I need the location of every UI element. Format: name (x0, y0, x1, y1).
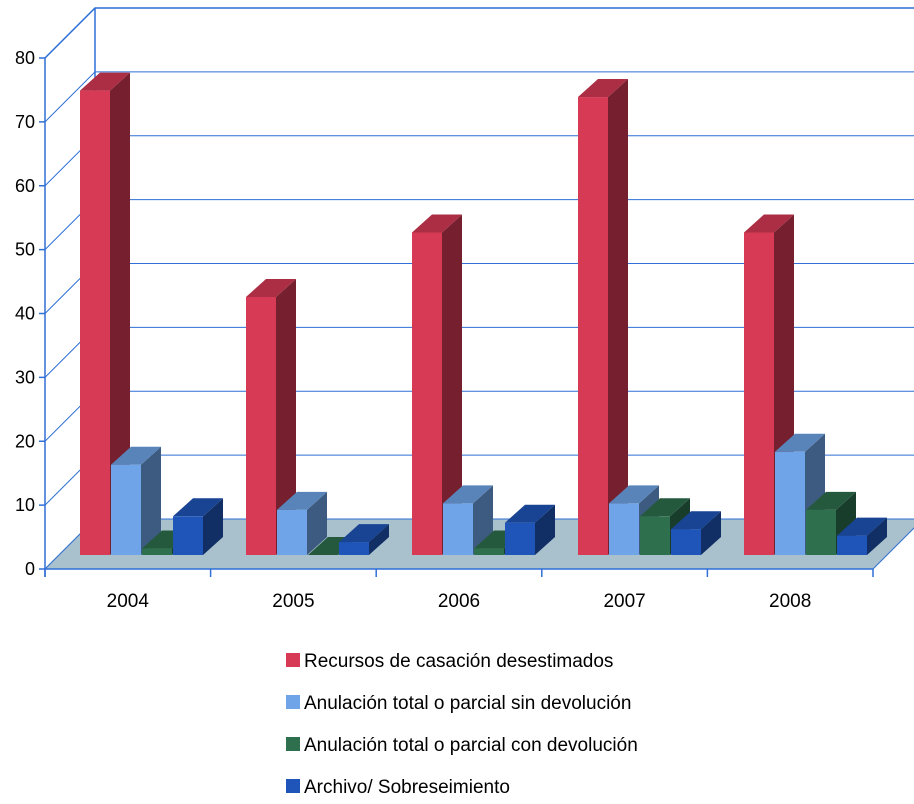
chart-tick-labels: 0 10 20 30 40 50 60 70 80 2004 2005 2006 2007 2008 (15, 48, 811, 612)
legend-swatch (286, 737, 300, 751)
bar-top-face (609, 485, 659, 504)
bar-front-face (609, 503, 639, 555)
bar-front-face (640, 516, 670, 555)
bar (277, 491, 327, 555)
bar-top-face (246, 279, 296, 297)
bar-front-face (505, 522, 535, 555)
legend-item: Anulación total o parcial con devolución (286, 735, 638, 756)
y-tick-label: 80 (15, 48, 35, 68)
x-tick-label: 2008 (769, 591, 811, 612)
bar-side-face (141, 446, 161, 555)
bar-front-face (111, 464, 141, 555)
legend-item: Recursos de casación desestimados (286, 651, 613, 672)
bar (246, 279, 296, 555)
legend-swatch (286, 695, 300, 709)
bar-side-face (867, 517, 887, 555)
bar-front-face (443, 503, 473, 555)
bar-side-face (307, 491, 327, 555)
bar-front-face (744, 232, 774, 555)
legend-item: Archivo/ Sobreseimiento (286, 777, 510, 798)
bar-top-face (806, 491, 856, 510)
bar-front-face (775, 451, 805, 555)
bar-top-face (339, 524, 389, 543)
legend-label: Recursos de casación desestimados (304, 651, 613, 672)
bar-front-face (277, 509, 307, 555)
bar-top-face (671, 511, 721, 530)
y-tick-label: 50 (15, 240, 35, 260)
x-tick-label: 2004 (107, 591, 150, 612)
bar-top-face (80, 72, 130, 91)
bar-side-face (701, 511, 721, 555)
x-tick-label: 2007 (603, 591, 645, 612)
chart-bars (80, 72, 887, 556)
x-tick-label: 2006 (438, 591, 480, 612)
y-tick-label: 60 (15, 176, 35, 196)
legend-item: Anulación total o parcial sin devolución (286, 693, 631, 714)
bar-top-face (505, 504, 555, 523)
back-wall-top-edge (44, 7, 914, 59)
bar (339, 524, 389, 555)
bar-top-face (640, 498, 690, 517)
legend-label: Archivo/ Sobreseimiento (304, 777, 510, 798)
bar-front-face (80, 90, 110, 555)
bar-front-face (339, 542, 369, 555)
bar-top-face (744, 214, 794, 233)
y-tick-label: 70 (15, 112, 35, 132)
x-tick-label: 2005 (272, 591, 314, 612)
bar-top-face (412, 214, 462, 233)
bar-front-face (246, 297, 276, 555)
bar-front-face (806, 509, 836, 555)
bar-side-face (369, 524, 389, 555)
legend-swatch (286, 779, 300, 793)
y-tick-label: 10 (15, 495, 35, 515)
bar-front-face (142, 548, 172, 555)
y-tick-label: 40 (15, 304, 35, 324)
chart-axes (39, 57, 874, 577)
gridline (44, 71, 914, 123)
bar-top-face (775, 433, 825, 452)
y-tick-label: 0 (25, 559, 35, 579)
bar (837, 517, 887, 555)
bar (111, 446, 161, 555)
bar-top-face (277, 491, 327, 510)
bar-side-face (442, 214, 462, 555)
bar (80, 72, 130, 555)
bar-side-face (535, 504, 555, 555)
bar-front-face (173, 516, 203, 555)
bar-side-face (276, 279, 296, 555)
chart-legend: Recursos de casación desestimados Anulaci… (286, 651, 638, 798)
bar (578, 79, 628, 556)
gridline (44, 7, 914, 59)
bar-top-face (443, 485, 493, 504)
y-tick-label: 20 (15, 431, 35, 451)
bar-top-face (837, 517, 887, 536)
bar-front-face (474, 548, 504, 555)
legend-swatch (286, 653, 300, 667)
bar-front-face (578, 97, 608, 556)
bar-front-face (671, 529, 701, 555)
bar-top-face (578, 79, 628, 98)
bar-front-face (837, 535, 867, 555)
bar (505, 504, 555, 555)
bar-top-face (111, 446, 161, 465)
y-tick-label: 30 (15, 367, 35, 387)
gridline (44, 135, 914, 187)
bar (173, 498, 223, 555)
legend-label: Anulación total o parcial con devolución (304, 735, 638, 756)
bar (412, 214, 462, 555)
bar-side-face (110, 72, 130, 555)
bar-side-face (608, 79, 628, 556)
legend-label: Anulación total o parcial sin devolución (304, 693, 631, 714)
bar-front-face (412, 232, 442, 555)
bar (671, 511, 721, 555)
bar-side-face (203, 498, 223, 555)
bar-top-face (173, 498, 223, 517)
